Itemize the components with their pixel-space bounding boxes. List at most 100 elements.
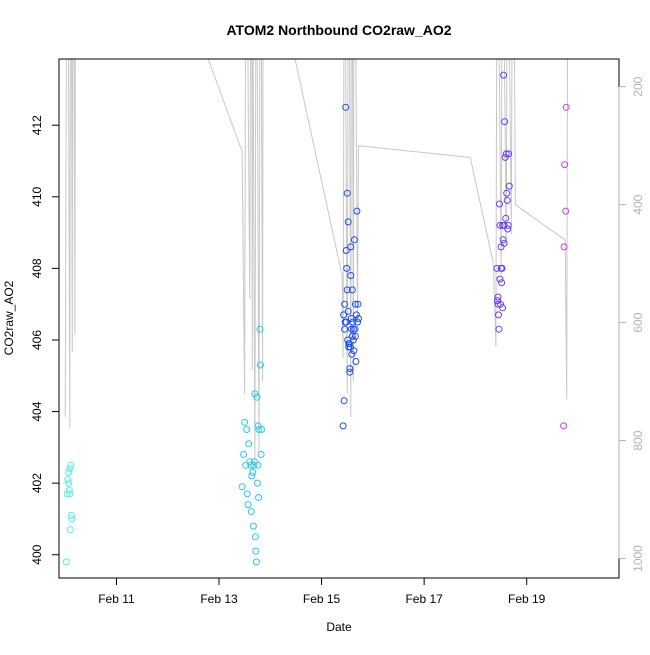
- data-point-series-4: [499, 221, 507, 229]
- data-point-series-5: [560, 422, 568, 430]
- y-axis-label: CO2raw_AO2: [2, 280, 16, 355]
- data-point-series-2: [244, 501, 252, 509]
- data-point-series-4: [499, 304, 507, 312]
- data-point-series-3: [354, 318, 361, 326]
- plot-frame: [58, 58, 620, 579]
- data-point-series-3: [347, 243, 355, 251]
- data-point-series-4: [502, 214, 510, 222]
- data-point-series-3: [351, 300, 359, 308]
- y-tick-label: 404: [30, 401, 44, 421]
- data-point-series-5: [562, 207, 570, 215]
- data-point-series-4: [501, 118, 509, 126]
- data-point-series-3: [349, 325, 357, 333]
- data-point-series-1: [66, 465, 74, 473]
- data-point-series-2: [258, 426, 266, 433]
- data-point-series-1: [68, 515, 76, 523]
- data-point-series-3: [340, 397, 348, 405]
- data-point-series-2: [246, 458, 254, 466]
- data-point-series-2: [254, 422, 262, 430]
- x-tick-label: Feb 17: [405, 592, 443, 606]
- data-point-series-3: [350, 236, 358, 244]
- y-tick-label: 400: [30, 544, 44, 564]
- data-point-series-3: [341, 300, 349, 308]
- data-point-series-3: [348, 350, 356, 358]
- data-point-series-2: [257, 451, 265, 458]
- data-point-series-3: [341, 325, 349, 333]
- data-point-series-3: [346, 343, 354, 351]
- data-point-series-3: [340, 311, 348, 319]
- data-point-series-3: [342, 247, 350, 254]
- data-point-series-5: [561, 161, 569, 169]
- data-point-series-2: [251, 390, 259, 398]
- data-point-series-1: [66, 526, 74, 534]
- data-point-series-4: [494, 300, 502, 308]
- data-point-series-2: [248, 472, 256, 480]
- data-point-series-2: [243, 490, 251, 498]
- data-point-series-2: [241, 418, 249, 426]
- data-point-series-2: [245, 440, 253, 448]
- data-point-series-4: [496, 221, 504, 229]
- data-point-series-2: [254, 461, 262, 469]
- y2-tick-label: 600: [631, 312, 645, 332]
- data-point-series-3: [346, 368, 354, 376]
- data-point-series-4: [505, 182, 513, 190]
- data-point-series-3: [353, 207, 361, 215]
- data-point-series-2: [255, 494, 262, 501]
- data-point-series-5: [560, 243, 568, 251]
- data-point-series-2: [240, 451, 248, 458]
- data-point-series-4: [505, 150, 513, 158]
- x-tick-label: Feb 19: [508, 592, 546, 606]
- data-point-series-2: [252, 558, 260, 566]
- data-point-series-2: [256, 325, 264, 333]
- data-point-series-1: [67, 461, 75, 469]
- data-point-series-1: [64, 476, 72, 484]
- data-point-series-3: [343, 189, 351, 197]
- data-point-series-4: [496, 275, 504, 283]
- data-point-series-4: [501, 153, 509, 161]
- data-point-series-2: [250, 461, 258, 469]
- y-tick-label: 408: [30, 258, 44, 278]
- data-point-series-3: [342, 103, 350, 111]
- y-tick-label: 412: [30, 115, 44, 135]
- data-point-series-3: [342, 318, 350, 326]
- data-point-series-2: [257, 361, 264, 369]
- y-tick-label: 402: [30, 473, 44, 493]
- data-point-series-3: [344, 307, 352, 315]
- data-point-series-3: [351, 332, 359, 340]
- data-point-series-4: [500, 239, 508, 247]
- data-point-series-2: [247, 508, 255, 516]
- data-point-series-2: [253, 393, 261, 401]
- data-point-series-4: [497, 300, 504, 308]
- data-point-series-3: [349, 336, 357, 344]
- data-point-series-4: [503, 189, 511, 197]
- data-point-series-3: [347, 272, 355, 279]
- data-point-series-3: [348, 286, 356, 294]
- data-point-series-5: [562, 103, 570, 111]
- data-point-series-2: [238, 483, 246, 491]
- data-point-series-2: [249, 468, 257, 476]
- data-point-series-3: [349, 318, 357, 326]
- data-point-series-3: [347, 315, 355, 322]
- data-point-series-1: [67, 511, 75, 519]
- data-point-series-3: [352, 358, 360, 365]
- data-point-series-3: [339, 422, 347, 430]
- data-point-series-4: [502, 150, 510, 158]
- data-point-series-1: [62, 558, 70, 566]
- data-point-series-2: [251, 533, 259, 541]
- data-point-series-4: [496, 200, 503, 208]
- data-point-series-4: [495, 311, 502, 319]
- data-point-series-4: [500, 71, 508, 79]
- x-tick-label: Feb 11: [98, 592, 135, 606]
- data-point-series-3: [354, 300, 362, 308]
- data-point-series-4: [499, 236, 507, 244]
- data-point-series-4: [498, 279, 506, 287]
- grey-trace-line: [64, 59, 568, 465]
- data-point-series-3: [352, 311, 360, 319]
- data-point-series-1: [66, 490, 74, 498]
- data-point-series-2: [249, 522, 257, 530]
- data-point-series-2: [250, 458, 258, 466]
- x-axis-label: Date: [326, 620, 352, 634]
- data-point-series-2: [254, 479, 261, 487]
